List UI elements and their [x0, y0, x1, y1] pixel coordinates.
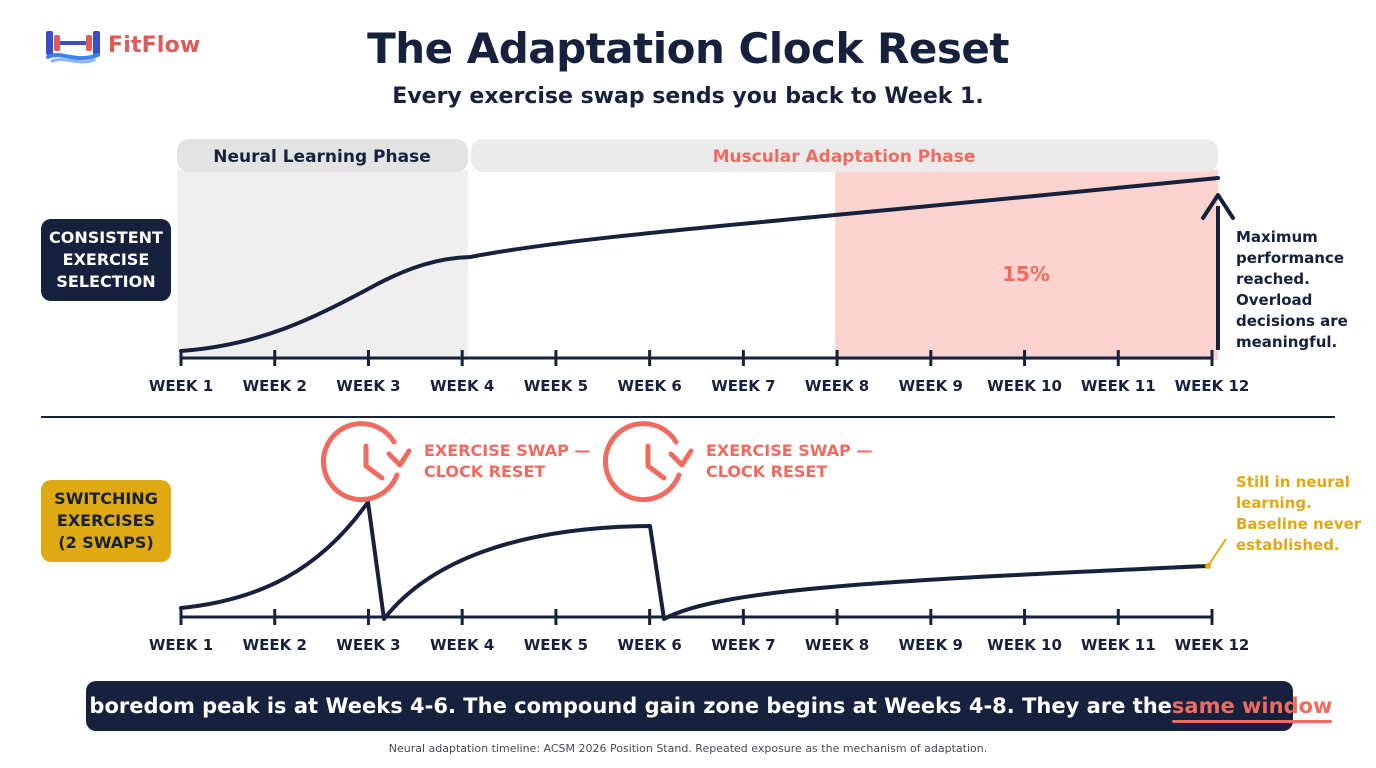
brand-logo: FitFlow	[44, 26, 201, 64]
consistent-curve	[179, 176, 1220, 353]
bottom-axis-week-label: WEEK 11	[1081, 636, 1156, 654]
top-axis-week-label: WEEK 6	[617, 377, 681, 395]
clock-reset-icon	[602, 421, 694, 503]
bottom-axis-week-label: WEEK 4	[430, 636, 494, 654]
top-axis-week-label: WEEK 11	[1081, 377, 1156, 395]
arrow-up-icon	[1201, 193, 1235, 220]
consistent-row-label: CONSISTENT EXERCISE SELECTION	[41, 219, 171, 301]
dumbbell-logo-icon	[46, 31, 100, 64]
summary-accent: same window	[1171, 694, 1333, 723]
top-axis-ticks: WEEK 1 WEEK 2 WEEK 3 WEEK 4 WEEK 5 WEEK 6 WEEK…	[149, 350, 1250, 395]
bottom-axis-week-label: WEEK 8	[805, 636, 869, 654]
top-axis-week-label: WEEK 7	[711, 377, 775, 395]
bottom-axis-week-label: WEEK 12	[1175, 636, 1250, 654]
bottom-axis-week-label: WEEK 10	[987, 636, 1062, 654]
neural-phase-label: Neural Learning Phase	[213, 147, 430, 167]
swap1-line2: CLOCK RESET	[424, 462, 545, 481]
top-axis-week-label: WEEK 12	[1175, 377, 1250, 395]
page-title: The Adaptation Clock Reset	[367, 24, 1009, 73]
top-axis-week-label: WEEK 1	[149, 377, 213, 395]
switching-row-label: SWITCHING EXERCISES (2 SWAPS)	[41, 480, 171, 562]
switching-curve	[179, 500, 1209, 621]
bottom-axis-week-label: WEEK 9	[899, 636, 963, 654]
clock-reset-icon	[320, 421, 412, 503]
note-leader-line	[1207, 538, 1227, 567]
bottom-axis-week-label: WEEK 3	[336, 636, 400, 654]
top-axis-week-label: WEEK 5	[524, 377, 588, 395]
consistent-note: Maximum performance reached. Overload de…	[1236, 228, 1348, 351]
neural-phase-pill	[177, 139, 468, 172]
bottom-axis-week-label: WEEK 2	[243, 636, 307, 654]
top-axis-week-label: WEEK 3	[336, 377, 400, 395]
switching-note: Still in neural learning. Baseline never…	[1236, 473, 1362, 554]
bottom-axis-week-label: WEEK 7	[711, 636, 775, 654]
bottom-axis-week-label: WEEK 1	[149, 636, 213, 654]
top-axis-week-label: WEEK 2	[243, 377, 307, 395]
source-footnote: Neural adaptation timeline: ACSM 2026 Po…	[388, 742, 988, 755]
summary-period: .	[1332, 694, 1341, 718]
swap2-line2: CLOCK RESET	[706, 462, 827, 481]
swap2-line1: EXERCISE SWAP —	[706, 441, 872, 460]
top-axis-week-label: WEEK 4	[430, 377, 494, 395]
brand-name: FitFlow	[108, 32, 201, 58]
top-axis-week-label: WEEK 8	[805, 377, 869, 395]
bottom-axis-week-label: WEEK 5	[524, 636, 588, 654]
summary-text: The boredom peak is at Weeks 4-6. The co…	[38, 694, 1172, 718]
swap1-line1: EXERCISE SWAP —	[424, 441, 590, 460]
bottom-axis-ticks: WEEK 1 WEEK 2 WEEK 3 WEEK 4 WEEK 5 WEEK 6 WEEK…	[149, 609, 1250, 654]
muscular-phase-pill	[471, 139, 1218, 172]
muscular-phase-label: Muscular Adaptation Phase	[713, 147, 976, 167]
note-leader-dot	[1205, 563, 1211, 569]
highlight-value: 15%	[1002, 262, 1050, 286]
top-axis-week-label: WEEK 10	[987, 377, 1062, 395]
bottom-axis-week-label: WEEK 6	[617, 636, 681, 654]
top-axis-week-label: WEEK 9	[899, 377, 963, 395]
highlight-region	[835, 170, 1218, 360]
summary-banner: The boredom peak is at Weeks 4-6. The co…	[39, 681, 1340, 731]
page-subtitle: Every exercise swap sends you back to We…	[392, 84, 984, 109]
